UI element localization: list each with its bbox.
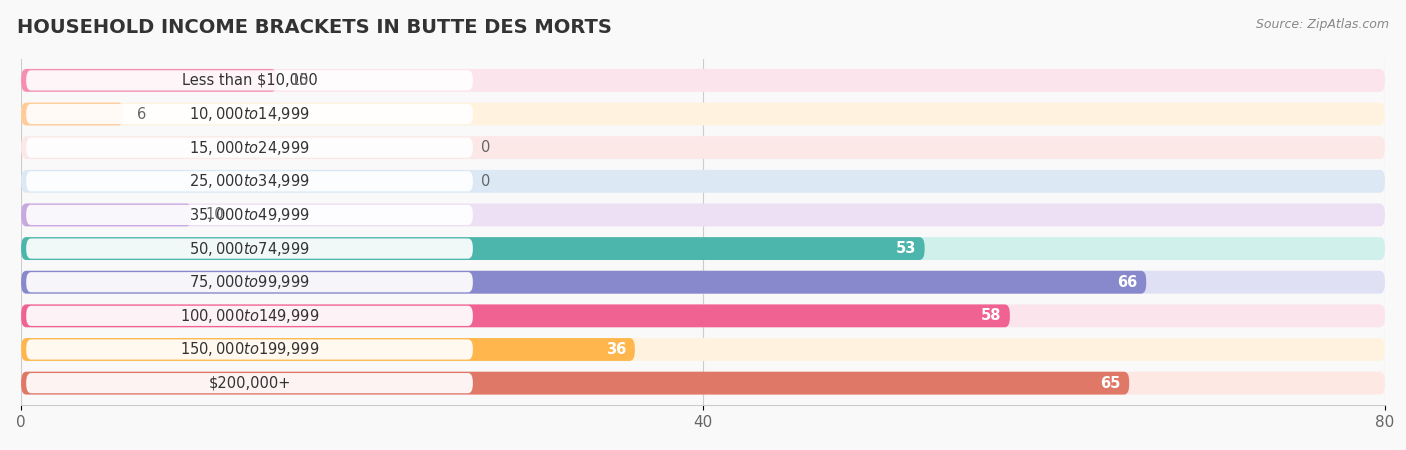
Text: $200,000+: $200,000+ [208,376,291,391]
Text: 66: 66 [1118,274,1137,290]
Text: $25,000 to $34,999: $25,000 to $34,999 [190,172,309,190]
FancyBboxPatch shape [21,271,1146,294]
FancyBboxPatch shape [27,306,472,326]
Text: Less than $10,000: Less than $10,000 [181,73,318,88]
FancyBboxPatch shape [21,170,1385,193]
FancyBboxPatch shape [21,372,1385,395]
Text: 65: 65 [1101,376,1121,391]
FancyBboxPatch shape [21,69,1385,92]
Text: $150,000 to $199,999: $150,000 to $199,999 [180,341,319,359]
Text: 0: 0 [481,174,491,189]
FancyBboxPatch shape [21,237,1385,260]
FancyBboxPatch shape [27,339,472,360]
Text: 6: 6 [136,107,146,122]
Text: 36: 36 [606,342,626,357]
FancyBboxPatch shape [27,138,472,158]
FancyBboxPatch shape [21,203,1385,226]
FancyBboxPatch shape [27,272,472,292]
FancyBboxPatch shape [21,237,925,260]
FancyBboxPatch shape [27,205,472,225]
Text: HOUSEHOLD INCOME BRACKETS IN BUTTE DES MORTS: HOUSEHOLD INCOME BRACKETS IN BUTTE DES M… [17,18,612,37]
Text: 58: 58 [981,308,1001,324]
Text: $10,000 to $14,999: $10,000 to $14,999 [190,105,309,123]
Text: $35,000 to $49,999: $35,000 to $49,999 [190,206,309,224]
FancyBboxPatch shape [27,171,472,191]
FancyBboxPatch shape [21,338,1385,361]
Text: $15,000 to $24,999: $15,000 to $24,999 [190,139,309,157]
FancyBboxPatch shape [21,103,124,126]
Text: 10: 10 [205,207,224,222]
FancyBboxPatch shape [27,373,472,393]
Text: $75,000 to $99,999: $75,000 to $99,999 [190,273,309,291]
FancyBboxPatch shape [21,372,1129,395]
FancyBboxPatch shape [27,104,472,124]
FancyBboxPatch shape [21,203,191,226]
FancyBboxPatch shape [21,136,1385,159]
Text: $100,000 to $149,999: $100,000 to $149,999 [180,307,319,325]
Text: 0: 0 [481,140,491,155]
FancyBboxPatch shape [21,103,1385,126]
FancyBboxPatch shape [21,338,636,361]
FancyBboxPatch shape [27,70,472,90]
FancyBboxPatch shape [21,304,1385,327]
FancyBboxPatch shape [21,271,1385,294]
Text: Source: ZipAtlas.com: Source: ZipAtlas.com [1256,18,1389,31]
FancyBboxPatch shape [21,304,1010,327]
FancyBboxPatch shape [27,238,472,259]
Text: $50,000 to $74,999: $50,000 to $74,999 [190,239,309,257]
Text: 53: 53 [896,241,917,256]
FancyBboxPatch shape [21,69,277,92]
Text: 15: 15 [291,73,309,88]
